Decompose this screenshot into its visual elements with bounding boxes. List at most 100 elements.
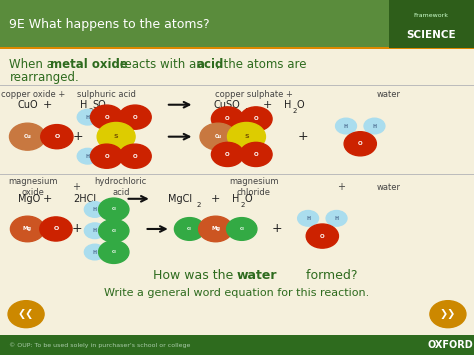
Text: 2HCl: 2HCl (73, 194, 97, 204)
Text: O: O (245, 194, 252, 204)
Text: O: O (54, 134, 60, 139)
Circle shape (174, 218, 205, 240)
Text: formed?: formed? (302, 269, 357, 282)
Text: H: H (80, 100, 87, 110)
Text: © OUP: To be used solely in purchaser's school or college: © OUP: To be used solely in purchaser's … (9, 343, 191, 348)
Text: H: H (86, 154, 90, 159)
Text: 4: 4 (110, 108, 115, 114)
Text: +: + (211, 194, 220, 204)
Text: H: H (86, 115, 90, 120)
Text: H: H (93, 207, 97, 212)
Text: water: water (377, 182, 401, 192)
Circle shape (430, 301, 466, 328)
Text: Cl: Cl (111, 250, 116, 254)
Circle shape (364, 118, 385, 134)
Text: , the atoms are: , the atoms are (216, 58, 306, 71)
Circle shape (326, 211, 347, 226)
Circle shape (199, 216, 233, 242)
Text: When a: When a (9, 58, 58, 71)
Circle shape (84, 223, 105, 239)
Circle shape (200, 123, 236, 150)
Text: +: + (43, 194, 52, 204)
Text: OXFORD: OXFORD (428, 340, 473, 350)
Circle shape (99, 198, 129, 221)
Circle shape (97, 122, 135, 151)
Text: 4: 4 (244, 108, 248, 114)
Text: rearranged.: rearranged. (9, 71, 79, 84)
Text: copper oxide +: copper oxide + (1, 89, 65, 99)
Circle shape (84, 202, 105, 217)
Text: Cu: Cu (24, 134, 31, 139)
Circle shape (9, 123, 46, 150)
Text: H: H (93, 228, 97, 233)
Text: O: O (104, 154, 109, 159)
Text: +: + (72, 223, 82, 235)
Text: O: O (225, 116, 230, 121)
Text: metal oxide: metal oxide (50, 58, 128, 71)
Circle shape (77, 148, 98, 164)
Text: H: H (93, 250, 97, 255)
Text: Mg: Mg (211, 226, 220, 231)
Text: H: H (373, 124, 376, 129)
Circle shape (99, 219, 129, 242)
Text: CuSO: CuSO (213, 100, 240, 110)
Circle shape (298, 211, 319, 226)
Circle shape (91, 144, 123, 168)
Text: Cl: Cl (239, 227, 244, 231)
Text: MgCl: MgCl (168, 194, 192, 204)
Text: water: water (237, 269, 277, 282)
Text: O: O (225, 152, 230, 157)
Text: sulphuric acid: sulphuric acid (77, 89, 136, 99)
Text: O: O (133, 154, 137, 159)
Text: S: S (244, 134, 249, 139)
Text: 2: 2 (241, 202, 245, 208)
Circle shape (119, 105, 151, 129)
Text: acid: acid (112, 188, 129, 197)
Circle shape (8, 301, 44, 328)
Text: O: O (254, 152, 258, 157)
Circle shape (240, 142, 272, 166)
Text: 2: 2 (197, 202, 201, 208)
Text: Cl: Cl (111, 207, 116, 212)
Circle shape (227, 218, 257, 240)
Text: 2: 2 (293, 108, 297, 114)
Text: O: O (53, 226, 59, 231)
Circle shape (240, 107, 272, 131)
Text: reacts with an: reacts with an (116, 58, 208, 71)
Circle shape (119, 144, 151, 168)
Circle shape (84, 244, 105, 260)
Text: magnesium: magnesium (9, 177, 58, 186)
FancyBboxPatch shape (0, 335, 474, 355)
Text: water: water (377, 89, 401, 99)
Text: O: O (254, 116, 258, 121)
Text: Mg: Mg (23, 226, 32, 231)
Text: ❯❯: ❯❯ (440, 309, 456, 319)
Circle shape (10, 216, 45, 242)
Text: 9E What happens to the atoms?: 9E What happens to the atoms? (9, 18, 210, 31)
Circle shape (40, 217, 72, 241)
Text: hydrochloric: hydrochloric (95, 177, 147, 186)
Text: H: H (344, 124, 348, 129)
Circle shape (41, 125, 73, 149)
Text: H: H (306, 216, 310, 221)
Circle shape (91, 105, 123, 129)
Text: O: O (358, 141, 363, 146)
Text: +: + (337, 182, 345, 192)
Circle shape (344, 132, 376, 156)
Text: H: H (335, 216, 338, 221)
Text: copper sulphate +: copper sulphate + (215, 89, 292, 99)
Text: Write a general word equation for this reaction.: Write a general word equation for this r… (104, 288, 370, 298)
Text: O: O (297, 100, 304, 110)
Text: +: + (298, 130, 309, 143)
Text: Cl: Cl (187, 227, 192, 231)
Text: SCIENCE: SCIENCE (407, 30, 456, 40)
Text: Framework: Framework (414, 13, 449, 18)
Text: +: + (73, 130, 83, 143)
Text: acid: acid (197, 58, 224, 71)
FancyBboxPatch shape (389, 0, 474, 48)
FancyBboxPatch shape (0, 47, 474, 49)
Text: CuO: CuO (18, 100, 38, 110)
Text: O: O (104, 115, 109, 120)
Text: How was the: How was the (153, 269, 237, 282)
Text: magnesium: magnesium (229, 177, 278, 186)
